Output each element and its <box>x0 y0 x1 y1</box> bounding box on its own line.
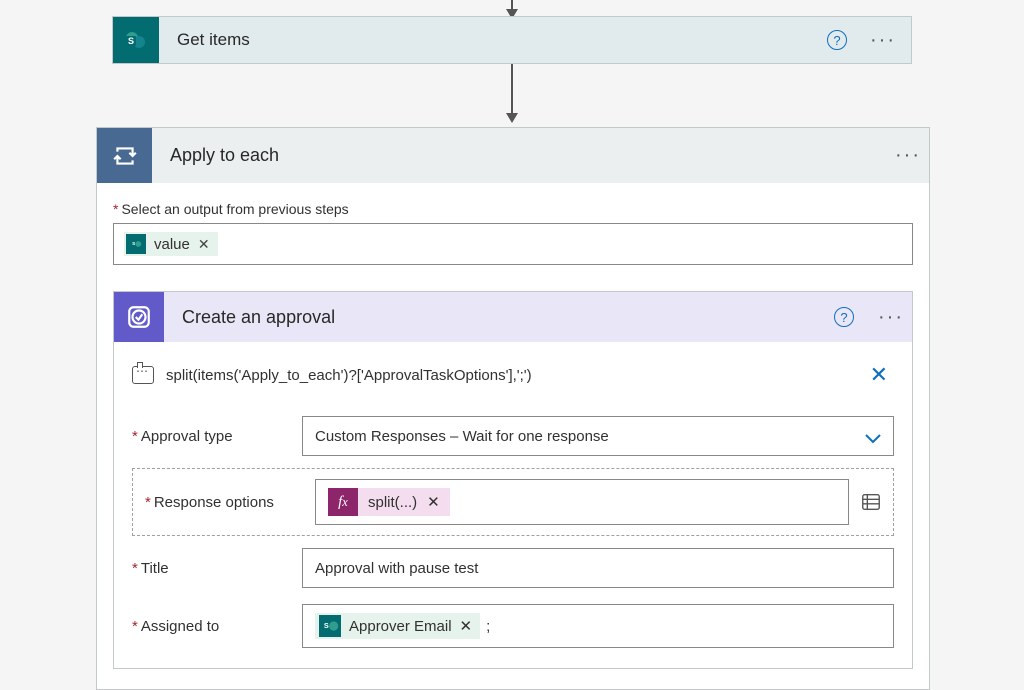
help-icon[interactable]: ? <box>827 30 847 50</box>
select-output-label: *Select an output from previous steps <box>113 201 913 217</box>
loop-icon <box>97 128 152 183</box>
label-assigned-to: *Assigned to <box>132 618 302 635</box>
peek-code-icon <box>132 366 154 384</box>
approval-title: Create an approval <box>164 307 834 328</box>
chip-remove-icon[interactable]: ✕ <box>198 236 210 253</box>
expression-chip[interactable]: fx split(...) ✕ <box>328 488 450 516</box>
approval-icon <box>114 292 164 342</box>
assigned-to-suffix: ; <box>486 618 490 635</box>
control-apply-to-each: Apply to each ··· *Select an output from… <box>96 127 930 690</box>
peek-expression: split(items('Apply_to_each')?['ApprovalT… <box>166 367 864 384</box>
sharepoint-icon: S <box>126 234 146 254</box>
more-menu-icon[interactable]: ··· <box>887 144 929 167</box>
svg-text:S: S <box>324 621 329 630</box>
chip-label: value <box>154 236 190 253</box>
dynamic-content-chip-value[interactable]: S value ✕ <box>124 232 218 256</box>
apply-header[interactable]: Apply to each ··· <box>97 128 929 183</box>
help-icon[interactable]: ? <box>834 307 854 327</box>
apply-title: Apply to each <box>152 145 887 166</box>
label-response-options: *Response options <box>145 494 315 511</box>
more-menu-icon[interactable]: ··· <box>865 22 901 58</box>
input-title-value: Approval with pause test <box>315 560 478 577</box>
action-card-create-approval: Create an approval ? ··· split(items('Ap… <box>113 291 913 669</box>
approval-header[interactable]: Create an approval ? ··· <box>114 292 912 342</box>
sharepoint-icon: S <box>319 615 341 637</box>
array-field-response-options: *Response options fx split(...) ✕ <box>132 468 894 536</box>
chip-label: split(...) <box>368 494 417 511</box>
input-assigned-to[interactable]: S Approver Email ✕ ; <box>302 604 894 648</box>
chevron-down-icon <box>865 431 881 441</box>
label-title: *Title <box>132 560 302 577</box>
input-response-options[interactable]: fx split(...) ✕ <box>315 479 849 525</box>
more-menu-icon[interactable]: ··· <box>870 306 912 329</box>
close-icon[interactable]: ✕ <box>864 362 894 388</box>
fx-icon: fx <box>328 488 358 516</box>
chip-label: Approver Email <box>349 618 452 635</box>
chip-remove-icon[interactable]: ✕ <box>427 493 440 511</box>
chip-remove-icon[interactable]: ✕ <box>460 617 473 635</box>
dynamic-content-chip-approver-email[interactable]: S Approver Email ✕ <box>315 613 480 639</box>
select-approval-type[interactable]: Custom Responses – Wait for one response <box>302 416 894 456</box>
svg-text:S: S <box>132 241 135 246</box>
input-title[interactable]: Approval with pause test <box>302 548 894 588</box>
action-card-get-items[interactable]: S Get items ? ··· <box>112 16 912 64</box>
action-title: Get items <box>159 30 827 50</box>
svg-text:S: S <box>128 36 134 46</box>
connector-arrow <box>511 64 513 113</box>
select-value: Custom Responses – Wait for one response <box>315 428 609 445</box>
connector-arrow-top <box>511 0 513 17</box>
select-output-input[interactable]: S value ✕ <box>113 223 913 265</box>
switch-to-array-icon[interactable] <box>860 491 882 513</box>
label-approval-type: *Approval type <box>132 428 302 445</box>
sharepoint-icon: S <box>113 17 159 63</box>
peek-code-row: split(items('Apply_to_each')?['ApprovalT… <box>132 356 894 404</box>
